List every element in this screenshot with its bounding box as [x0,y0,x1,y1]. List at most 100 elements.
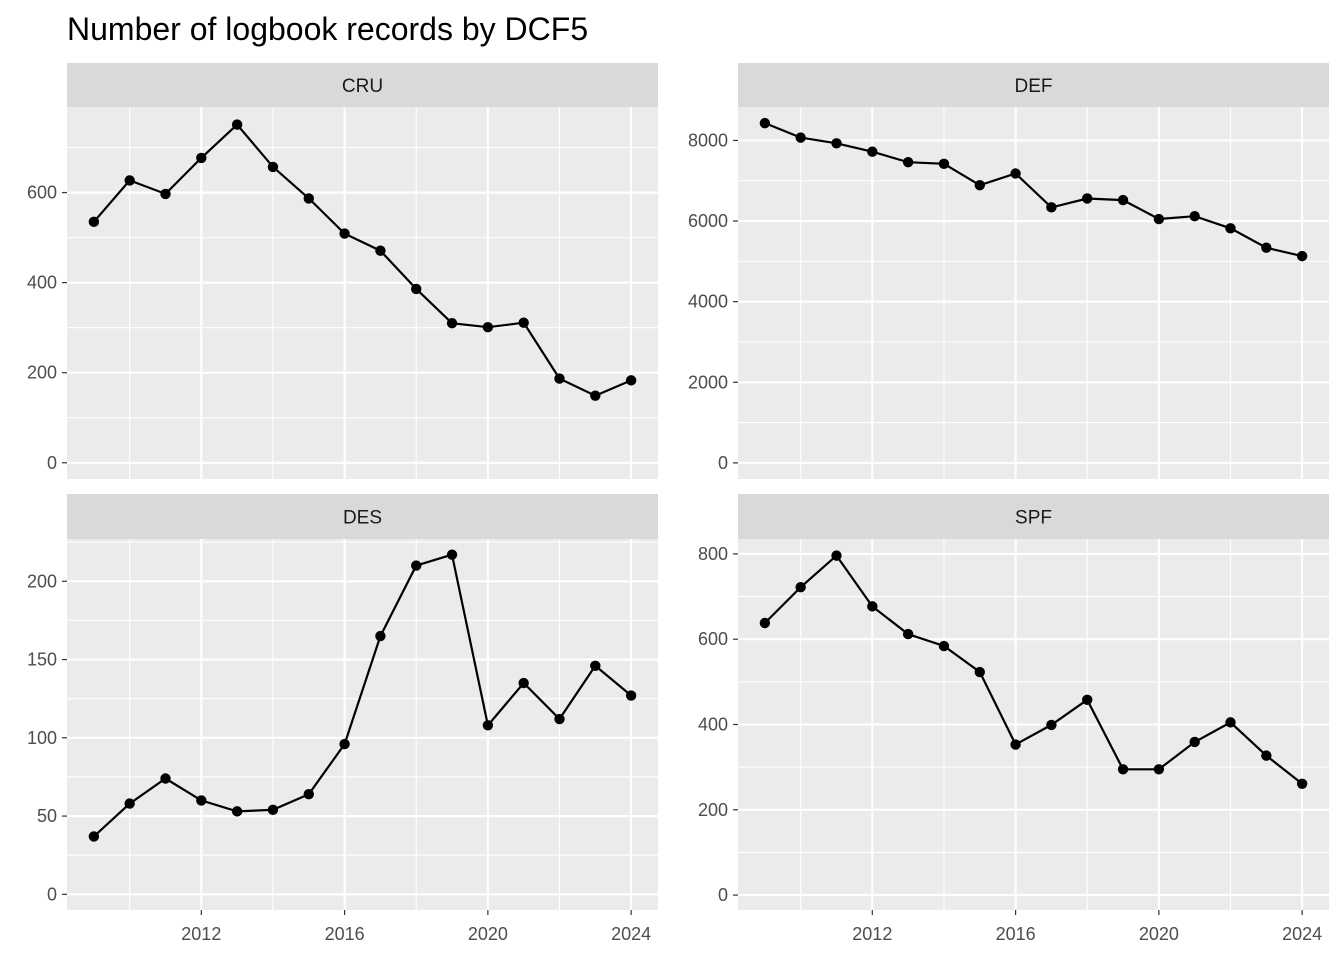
data-point [1046,719,1057,731]
data-point [1082,193,1093,204]
data-point [554,373,565,384]
data-point [267,161,279,173]
data-point [196,152,207,164]
data-point [1189,211,1200,222]
data-point [303,193,314,204]
x-tick-label: 2024 [1282,924,1322,944]
y-tick-label: 200 [698,800,728,820]
data-point [974,179,985,191]
data-point [411,560,422,571]
data-point [1082,694,1093,705]
data-point [196,795,207,806]
data-point [303,788,314,800]
facet-strip [738,494,1329,539]
data-point [446,549,458,560]
facet-strip [67,494,658,539]
series-line-def [764,122,1303,258]
facet-strip [67,63,658,107]
data-point [1261,750,1272,761]
y-tick-label: 8000 [688,130,728,150]
data-point [339,228,350,239]
data-point [231,119,243,130]
data-point [554,713,565,725]
data-point [1117,194,1129,206]
data-point [902,157,914,168]
panel-background [67,107,658,479]
x-tick-label: 2020 [468,924,508,944]
data-point [267,804,279,816]
data-point [1046,202,1057,213]
data-point [867,601,878,612]
data-point [160,773,171,784]
data-point [124,175,135,186]
y-tick-label: 800 [698,544,728,564]
data-point [160,188,171,200]
panel-des: DES 0 50 100 150 200 2012 2016 2020 2024 [27,494,658,944]
y-tick-label: 100 [27,728,57,748]
y-tick-label: 150 [27,650,57,670]
y-tick-label: 600 [698,629,728,649]
data-point [124,798,135,809]
panel-background [738,107,1329,479]
series-line-spf [764,553,1303,785]
data-point [1225,223,1236,234]
data-point [590,660,601,671]
series-line-des [93,553,632,838]
data-point [518,677,529,689]
data-point [1153,764,1165,775]
panel-spf: SPF 0 200 400 600 800 2012 2016 2020 2024 [698,494,1329,944]
data-point [339,738,350,750]
data-point [831,138,842,149]
facet-strip-label: CRU [342,76,383,97]
y-tick-label: 2000 [688,372,728,392]
data-point [446,317,458,329]
y-tick-label: 600 [27,183,57,203]
data-point [902,628,914,640]
data-point [795,581,806,593]
data-point [938,158,950,170]
data-point [375,630,386,642]
x-tick-label: 2016 [996,924,1036,944]
data-point [590,390,601,401]
data-point [938,640,950,652]
y-tick-label: 200 [27,571,57,591]
data-point [1296,778,1308,789]
data-point [831,550,842,561]
chart-title: Number of logbook records by DCF5 [67,11,588,47]
data-point [88,831,100,842]
y-tick-label: 0 [718,885,728,905]
data-point [759,617,771,629]
data-point [88,216,100,228]
data-point [1153,213,1165,225]
data-point [1296,250,1308,262]
data-point [1010,739,1021,750]
y-tick-label: 400 [698,715,728,735]
y-tick-label: 0 [47,453,57,473]
data-point [867,146,878,157]
data-point [795,132,806,143]
data-point [518,317,529,328]
y-tick-label: 6000 [688,211,728,231]
data-point [1225,717,1236,728]
series-line-cru [93,123,632,397]
x-tick-label: 2012 [181,924,221,944]
data-point [625,375,637,386]
y-tick-label: 4000 [688,292,728,312]
data-point [1261,242,1272,253]
y-tick-label: 200 [27,363,57,383]
x-tick-label: 2012 [852,924,892,944]
data-point [482,322,494,333]
data-point [482,720,494,731]
x-tick-label: 2020 [1139,924,1179,944]
y-tick-label: 0 [718,453,728,473]
data-point [1010,168,1021,179]
facet-strip-label: SPF [1015,508,1052,529]
panel-background [67,539,658,910]
data-point [625,690,637,701]
data-point [759,117,771,129]
data-point [375,245,386,256]
facet-strip-label: DEF [1015,76,1053,97]
facet-panels: CRU0200400600DEF02000400060008000DES0501… [27,63,1329,944]
panel-def: DEF 0 2000 4000 6000 8000 [688,63,1329,479]
